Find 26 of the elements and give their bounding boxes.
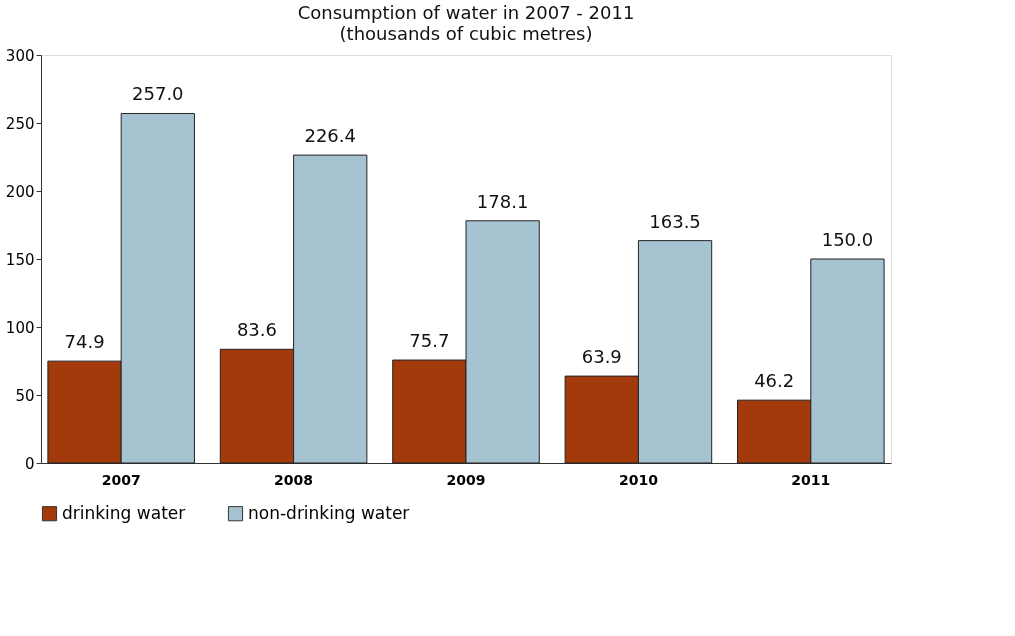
text: 83.6	[236, 319, 277, 341]
text: 150.0	[821, 229, 874, 250]
text: 163.5	[649, 210, 701, 232]
y-tick-label: 150	[5, 250, 35, 269]
x-tick-label: 2007	[101, 471, 141, 488]
legend-label: non-drinking water	[248, 502, 410, 523]
y-tick-label: 100	[5, 318, 35, 337]
text: 226.4	[304, 125, 356, 147]
text: 75.7	[409, 330, 450, 352]
x-tick-label: 2010	[618, 471, 659, 488]
x-tick-label: 2008	[274, 471, 314, 488]
y-tick-label: 50	[15, 386, 35, 405]
text: 178.1	[476, 190, 529, 212]
text: 257.0	[132, 83, 184, 105]
legend-label: drinking water	[62, 502, 186, 523]
x-tick-label: 2011	[791, 471, 831, 488]
text: 74.9	[64, 331, 105, 353]
text: 63.9	[581, 346, 622, 368]
text: 46.2	[754, 370, 795, 392]
y-tick-label: 300	[5, 46, 35, 65]
x-tick-label: 2009	[446, 471, 486, 488]
y-tick-label: 0	[24, 454, 35, 473]
chart-title: Consumption of water in 2007 - 2011	[297, 2, 635, 23]
y-tick-label: 250	[5, 114, 35, 133]
y-tick-label: 200	[5, 182, 35, 201]
chart-subtitle: (thousands of cubic metres)	[339, 23, 593, 44]
